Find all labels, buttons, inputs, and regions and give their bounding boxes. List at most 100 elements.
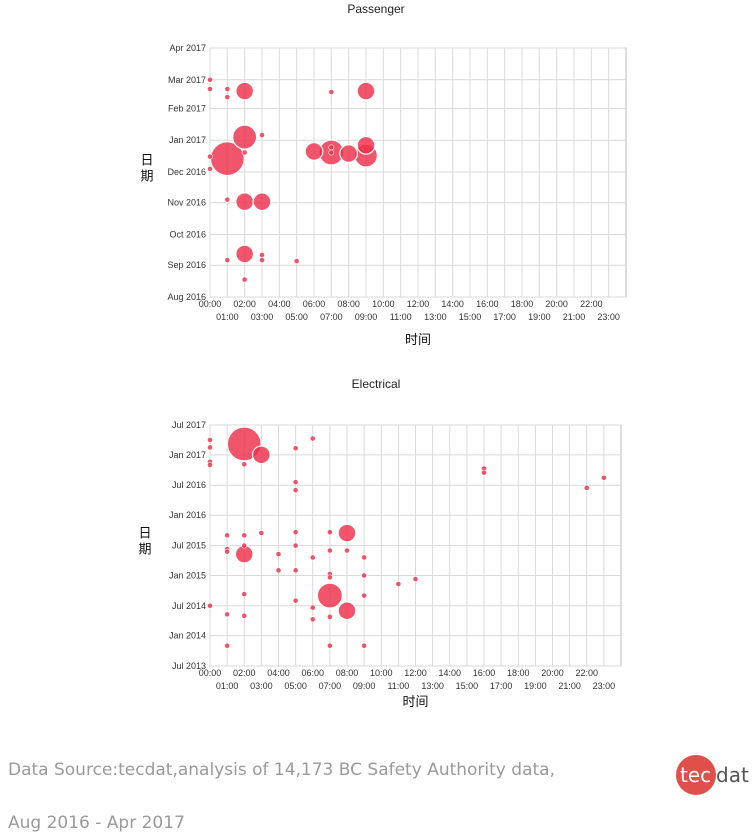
y-tick-label: Oct 2016 (169, 229, 206, 239)
x-tick-label: 06:00 (301, 668, 324, 678)
data-point (258, 530, 265, 536)
x-tick-label: 02:00 (233, 668, 256, 678)
y-tick-label: Jul 2014 (172, 601, 206, 611)
x-tick-label: 23:00 (597, 312, 620, 322)
y-tick-label: Jul 2015 (172, 541, 206, 551)
y-axis-title-char: 日 (138, 527, 151, 542)
x-axis-title: 时间 (405, 333, 431, 348)
data-point (241, 532, 248, 539)
x-tick-label: 10:00 (372, 299, 395, 309)
y-tick-label: Feb 2017 (168, 103, 206, 113)
data-point (207, 86, 213, 92)
data-point (328, 149, 335, 156)
x-tick-label: 04:00 (267, 668, 290, 678)
data-point (361, 572, 368, 579)
data-point (224, 611, 231, 618)
x-tick-label: 14:00 (438, 668, 461, 678)
data-point (207, 153, 213, 160)
x-tick-label: 16:00 (476, 299, 499, 309)
data-point (207, 166, 213, 172)
x-tick-label: 16:00 (473, 668, 496, 678)
data-point (235, 81, 255, 101)
x-tick-label: 18:00 (507, 668, 530, 678)
data-point (207, 462, 213, 468)
data-point (356, 135, 376, 155)
data-point (395, 581, 402, 587)
x-tick-label: 19:00 (528, 312, 551, 322)
data-point (292, 479, 299, 485)
data-point (292, 487, 299, 494)
y-tick-label: Jul 2013 (172, 661, 206, 671)
x-tick-label: 00:00 (199, 299, 222, 309)
y-tick-label: Jul 2016 (172, 480, 206, 490)
data-point (600, 474, 607, 481)
x-tick-label: 04:00 (268, 299, 291, 309)
data-point (224, 532, 231, 539)
data-point (337, 601, 357, 621)
data-point (326, 547, 333, 554)
y-tick-label: Nov 2016 (167, 198, 206, 208)
y-tick-label: Dec 2016 (167, 167, 206, 177)
data-point (224, 86, 231, 92)
y-tick-label: Jan 2017 (169, 135, 206, 145)
y-axis-title-char: 期 (140, 170, 153, 185)
x-tick-label: 09:00 (353, 681, 376, 691)
x-tick-label: 03:00 (251, 312, 274, 322)
x-tick-label: 05:00 (285, 312, 308, 322)
x-tick-label: 07:00 (320, 312, 343, 322)
data-point (207, 76, 213, 83)
data-point (328, 89, 335, 95)
x-tick-label: 08:00 (336, 668, 359, 678)
x-tick-label: 23:00 (593, 681, 616, 691)
data-point (241, 461, 248, 468)
data-point (207, 444, 213, 451)
x-tick-label: 21:00 (558, 681, 581, 691)
data-point (235, 192, 255, 212)
logo-circle-icon (676, 755, 716, 795)
x-axis-title: 时间 (402, 695, 428, 710)
data-source-text: Data Source:tecdat,analysis of 14,173 BC… (8, 760, 555, 780)
data-point (481, 469, 487, 476)
data-point (241, 591, 248, 597)
data-point (583, 484, 590, 491)
x-tick-label: 14:00 (441, 299, 464, 309)
x-tick-label: 09:00 (355, 312, 378, 322)
x-tick-label: 12:00 (407, 299, 430, 309)
x-tick-label: 00:00 (199, 668, 222, 678)
data-point (224, 548, 231, 555)
x-tick-label: 02:00 (233, 299, 256, 309)
data-point (356, 81, 376, 101)
x-tick-label: 15:00 (459, 312, 482, 322)
data-point (251, 445, 271, 465)
x-tick-label: 17:00 (493, 312, 516, 322)
data-point (235, 244, 255, 264)
data-point (361, 554, 368, 561)
x-tick-label: 13:00 (421, 681, 444, 691)
tecdat-logo: tec dat (676, 755, 749, 795)
y-tick-label: Jan 2014 (169, 631, 206, 641)
data-point (344, 547, 350, 554)
data-point (309, 616, 316, 623)
data-point (292, 597, 299, 604)
y-axis-title-char: 日 (140, 154, 153, 169)
data-point (328, 144, 335, 151)
data-point (241, 612, 248, 619)
x-tick-label: 01:00 (216, 312, 239, 322)
y-tick-label: Jan 2016 (169, 510, 206, 520)
data-point (412, 576, 419, 582)
data-point (361, 642, 368, 649)
data-point (326, 642, 333, 649)
data-point (224, 642, 231, 649)
passenger-chart: 00:00 01:00 02:00 03:00 04:00 05:00 06:00 07:00… (140, 43, 627, 348)
data-point (316, 582, 343, 609)
plot-area: 00:00 01:00 02:00 03:00 04:00 05:00 06:00 07:00… (140, 43, 627, 348)
data-point (224, 196, 231, 203)
data-point (259, 132, 265, 138)
x-tick-label: 19:00 (524, 681, 547, 691)
data-point (309, 554, 316, 561)
electrical-chart: 00:00 01:00 02:00 03:00 04:00 05:00 06:00 07:00… (138, 420, 622, 710)
data-point (326, 529, 333, 536)
y-tick-label: Jan 2015 (169, 570, 206, 580)
plot-area: 00:00 01:00 02:00 03:00 04:00 05:00 06:00 07:00… (138, 420, 622, 710)
x-tick-label: 11:00 (390, 312, 412, 322)
